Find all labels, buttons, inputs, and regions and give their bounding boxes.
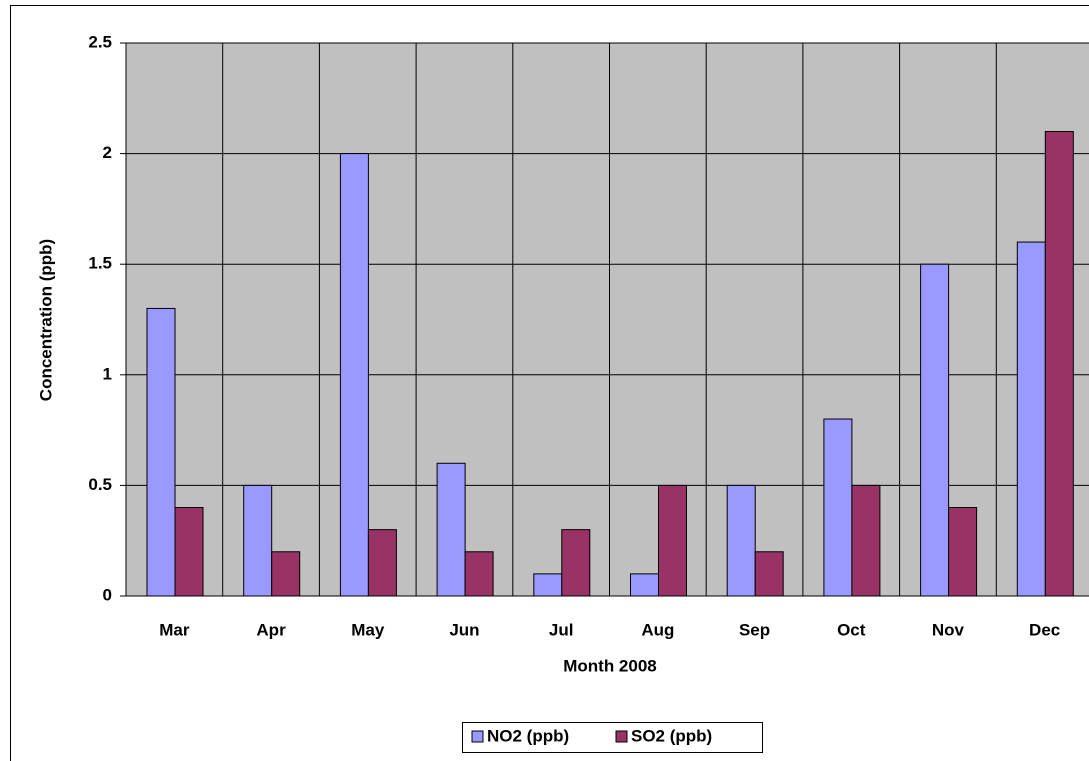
x-tick-label: Dec: [1029, 620, 1060, 639]
legend-label: SO2 (ppb): [631, 726, 712, 745]
bar: [851, 484, 881, 597]
x-tick-label: Mar: [159, 620, 190, 639]
x-tick-label: Apr: [256, 620, 286, 639]
bar: [533, 573, 563, 597]
x-tick-label: Jun: [449, 620, 479, 639]
bar: [948, 507, 978, 597]
bar: [658, 484, 687, 597]
bar: [271, 551, 301, 597]
y-axis-label: Concentration (ppb): [36, 239, 55, 401]
legend-swatch: [471, 730, 484, 743]
bar: [920, 263, 950, 597]
bar: [561, 529, 591, 597]
bar: [726, 484, 756, 597]
x-tick-label: Oct: [837, 620, 866, 639]
bar: [1016, 241, 1046, 597]
legend-swatch: [615, 730, 628, 743]
bar: [823, 418, 853, 597]
bar: [630, 573, 659, 597]
legend: [462, 722, 763, 753]
y-tick-label: 0: [103, 585, 112, 604]
x-tick-label: Aug: [641, 620, 674, 639]
bar: [464, 551, 494, 597]
y-tick-label: 1: [103, 364, 112, 383]
bar: [367, 529, 397, 597]
bar: [1044, 130, 1074, 597]
x-tick-label: Sep: [739, 620, 770, 639]
legend-label: NO2 (ppb): [487, 726, 569, 745]
bar: [243, 484, 273, 597]
x-tick-label: Nov: [932, 620, 965, 639]
x-tick-label: Jul: [549, 620, 574, 639]
bar: [174, 507, 204, 597]
y-tick-label: 0.5: [88, 475, 112, 494]
bar: [339, 153, 369, 597]
y-tick-label: 1.5: [88, 254, 112, 273]
y-tick-label: 2.5: [88, 32, 112, 51]
bar: [754, 551, 784, 597]
bar: [146, 307, 176, 597]
bar: [436, 462, 466, 597]
x-axis-label: Month 2008: [563, 656, 657, 675]
x-tick-label: May: [351, 620, 385, 639]
y-tick-label: 2: [103, 143, 112, 162]
